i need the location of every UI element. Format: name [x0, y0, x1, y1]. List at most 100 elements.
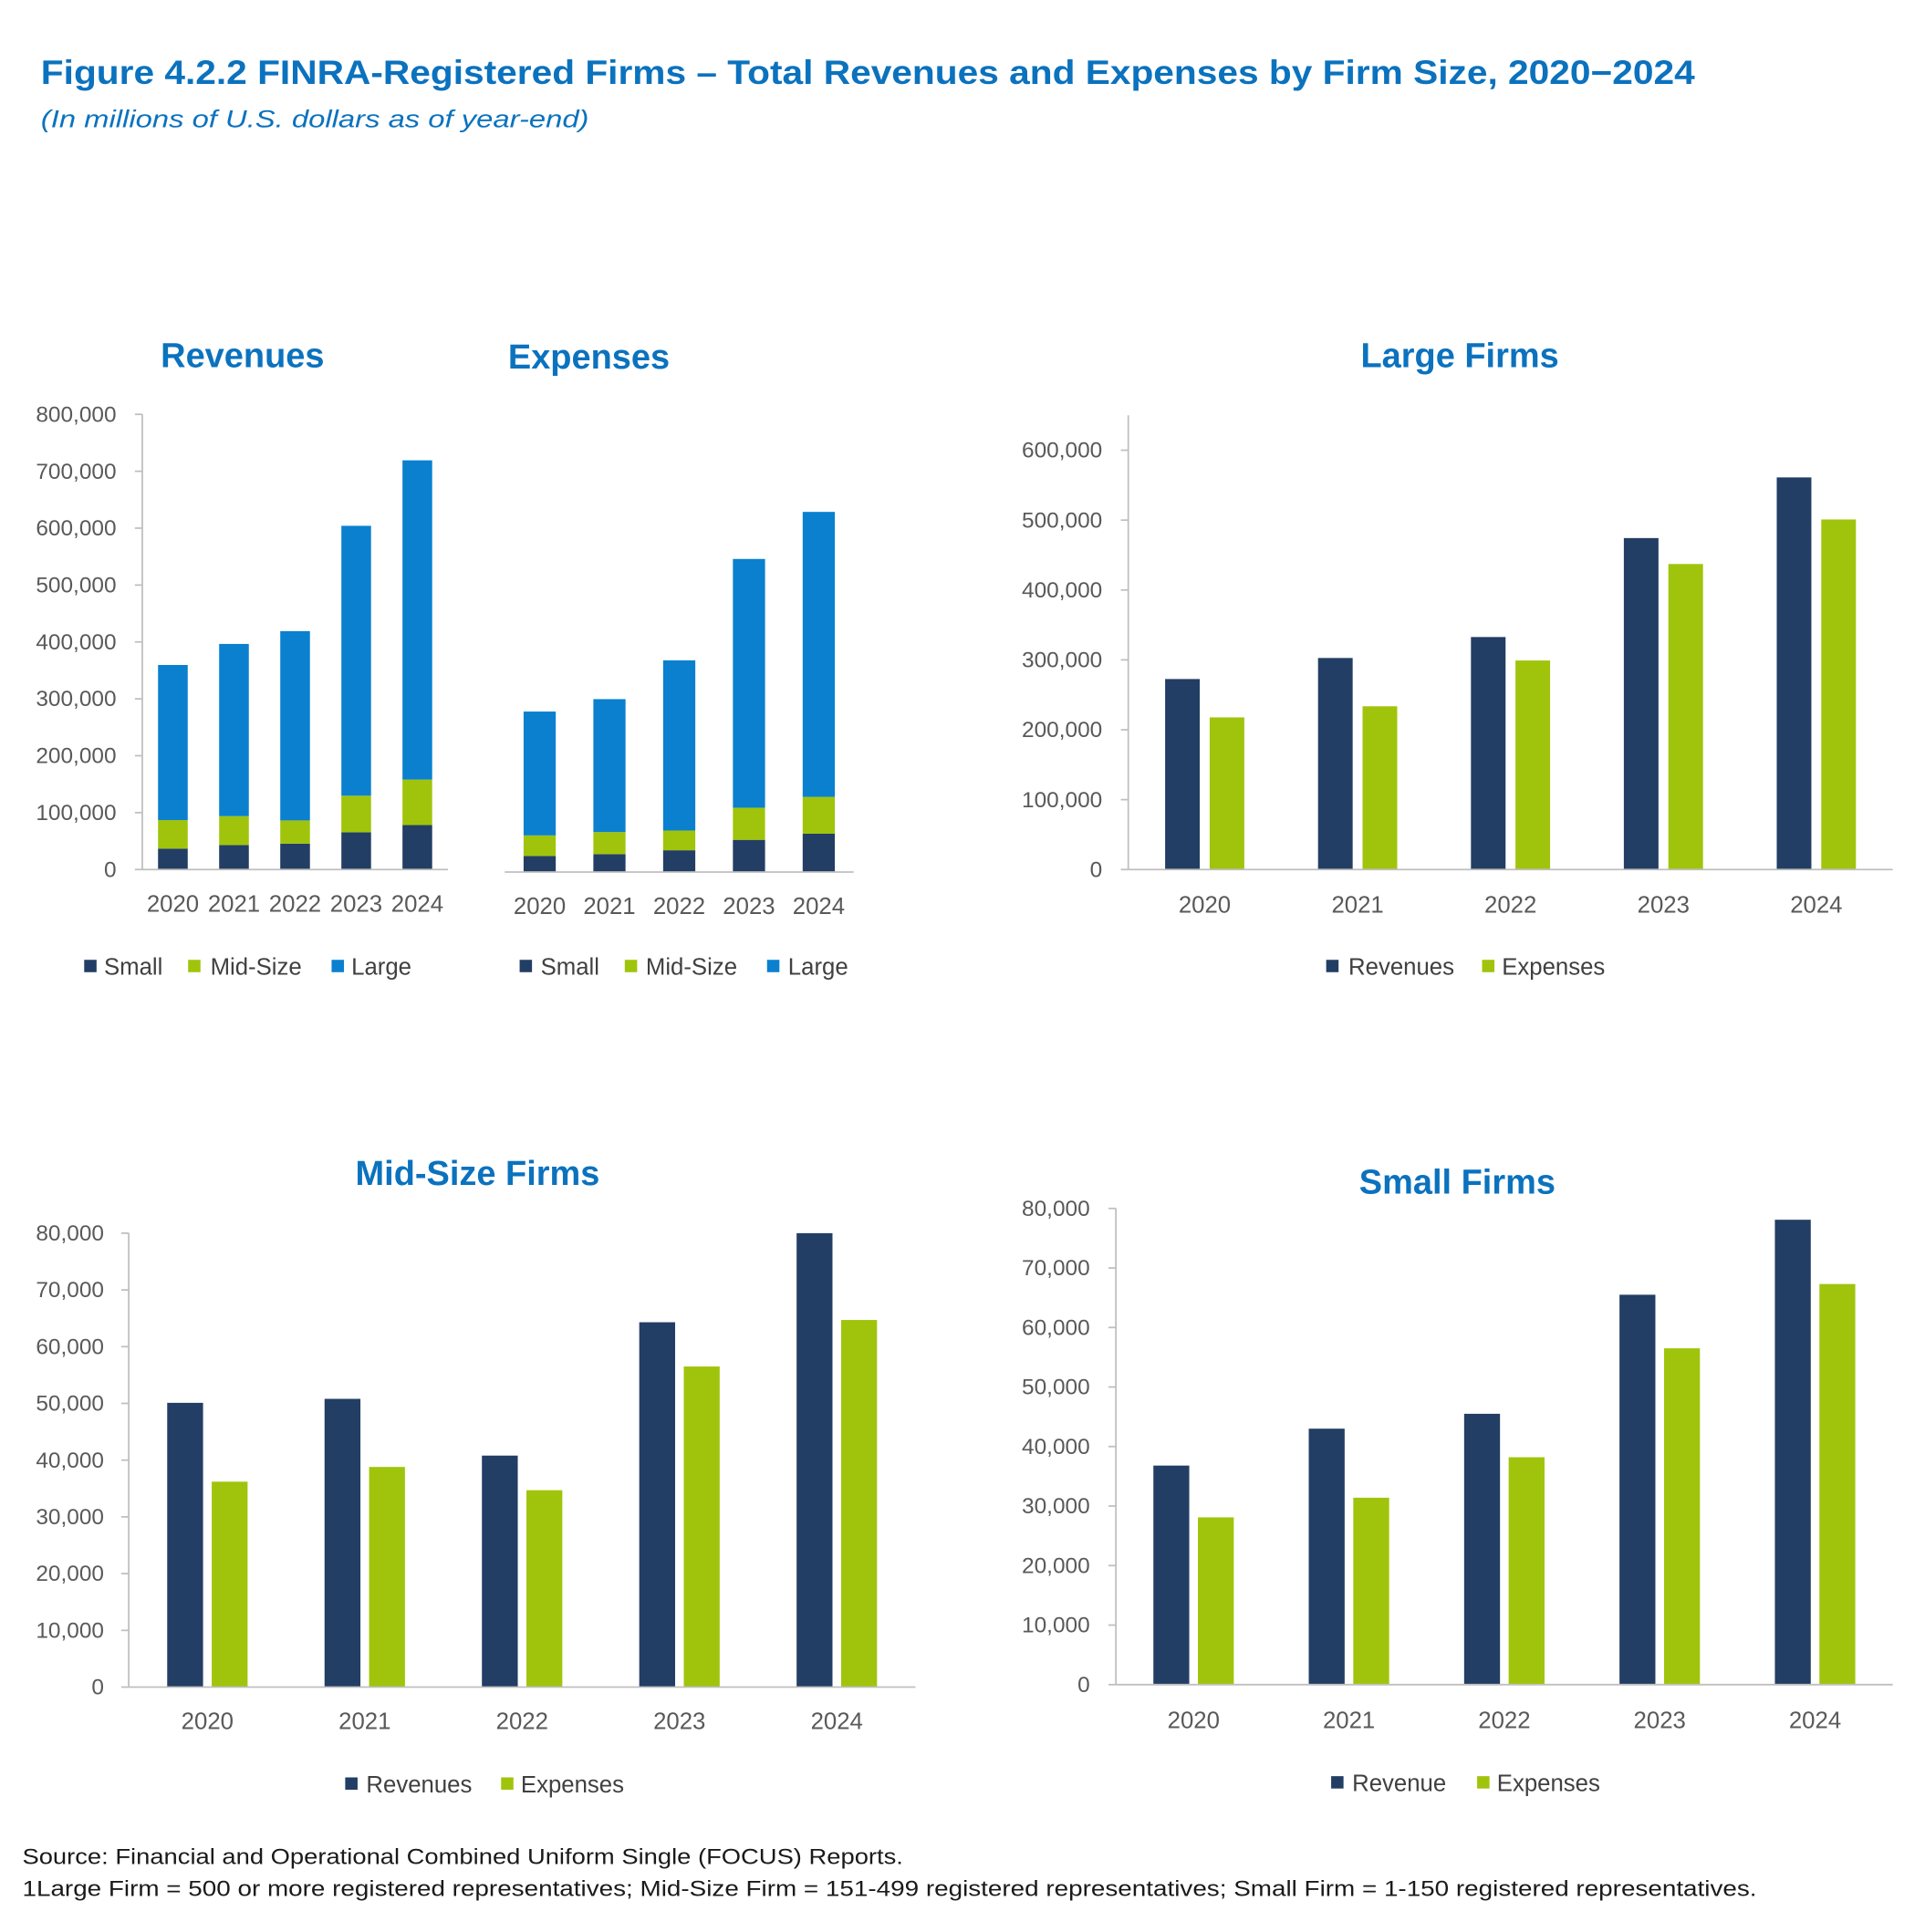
large-firms-y-tick-label: 200,000: [1022, 718, 1102, 743]
bar-small-firms-revenue-2020: [1153, 1465, 1190, 1685]
bar-revenues-mid-size-2021: [219, 815, 249, 846]
bar-large-firms-revenues-2022: [1471, 637, 1506, 870]
large-firms-legend-swatch-expenses: [1482, 960, 1495, 972]
expenses-legend-swatch-small: [519, 960, 533, 972]
bar-revenues-mid-size-2020: [158, 820, 188, 849]
bar-revenues-mid-size-2022: [280, 820, 310, 844]
mid-size-firms-y-tick-label: 0: [91, 1676, 104, 1700]
bar-expenses-large-2022: [662, 660, 696, 831]
mid-size-firms-y-tick-label: 50,000: [36, 1392, 104, 1417]
bar-expenses-large-2020: [523, 712, 557, 836]
bar-mid-size-firms-revenues-2021: [324, 1398, 361, 1688]
small-firms-x-tick-label: 2024: [1789, 1708, 1841, 1733]
revenues-legend-swatch-mid-size: [188, 960, 201, 972]
bar-expenses-large-2024: [802, 512, 836, 797]
large-firms-legend-swatch-revenues: [1326, 960, 1339, 972]
large-firms-chart-title: Large Firms: [1360, 338, 1558, 376]
mid-size-firms-x-tick-label: 2023: [653, 1709, 705, 1735]
bar-expenses-small-2023: [733, 839, 765, 872]
revenues-y-tick-label: 400,000: [36, 630, 116, 655]
bar-mid-size-firms-expenses-2021: [369, 1467, 405, 1688]
large-firms-x-tick-label: 2024: [1790, 893, 1842, 919]
expenses-legend-label-large: Large: [788, 954, 848, 980]
revenues-x-tick-label: 2024: [391, 891, 443, 917]
mid-size-firms-y-tick-label: 70,000: [36, 1278, 104, 1303]
mid-size-firms-y-tick-label: 20,000: [36, 1562, 104, 1586]
expenses-legend-swatch-mid-size: [624, 960, 638, 972]
expenses-chart-title: Expenses: [508, 338, 670, 377]
bar-small-firms-expenses-2022: [1508, 1457, 1545, 1685]
small-firms-y-tick-label: 50,000: [1022, 1376, 1090, 1400]
revenues-x-tick-label: 2023: [330, 891, 382, 917]
revenues-y-tick-label: 300,000: [36, 687, 116, 712]
bar-large-firms-expenses-2021: [1362, 706, 1398, 870]
bar-revenues-large-2023: [341, 525, 371, 796]
bar-revenues-small-2020: [158, 848, 188, 870]
small-firms-x-tick-label: 2021: [1323, 1708, 1375, 1733]
small-firms-y-tick-label: 10,000: [1022, 1614, 1090, 1638]
expenses-x-tick-label: 2024: [793, 894, 845, 919]
bar-small-firms-revenue-2021: [1308, 1428, 1345, 1685]
large-firms-x-tick-label: 2020: [1179, 893, 1231, 919]
large-firms-x-tick-label: 2021: [1331, 893, 1383, 919]
bar-revenues-large-2021: [219, 643, 249, 816]
bar-small-firms-revenue-2024: [1774, 1220, 1811, 1685]
revenues-legend-swatch-large: [331, 960, 345, 972]
mid-size-firms-y-tick-label: 40,000: [36, 1449, 104, 1473]
bar-expenses-small-2022: [662, 850, 696, 872]
bar-expenses-mid-size-2023: [733, 807, 765, 840]
revenues-y-tick-label: 500,000: [36, 574, 116, 598]
bar-expenses-mid-size-2022: [662, 830, 696, 851]
bar-expenses-small-2021: [593, 854, 626, 872]
bar-large-firms-expenses-2020: [1209, 717, 1244, 870]
bar-expenses-small-2020: [523, 856, 557, 872]
mid-size-firms-x-tick-label: 2021: [338, 1709, 390, 1735]
bar-small-firms-expenses-2021: [1353, 1497, 1389, 1685]
mid-size-firms-chart-title: Mid-Size Firms: [356, 1155, 600, 1193]
mid-size-firms-y-tick-label: 30,000: [36, 1505, 104, 1530]
chart-large-firms: Large Firms 0 100,000 200,000 300,000 400,000…: [1022, 338, 1893, 980]
small-firms-y-tick-label: 40,000: [1022, 1435, 1090, 1459]
large-firms-y-tick-label: 0: [1090, 857, 1103, 882]
bar-mid-size-firms-revenues-2023: [639, 1322, 676, 1688]
bar-revenues-mid-size-2024: [402, 779, 432, 826]
bar-revenues-small-2021: [219, 845, 249, 870]
bar-expenses-mid-size-2020: [523, 835, 557, 857]
expenses-x-tick-label: 2022: [653, 894, 705, 919]
large-firms-legend-label-expenses: Expenses: [1502, 954, 1605, 980]
revenues-x-tick-label: 2020: [147, 891, 199, 917]
chart-revenues-stacked: Revenues 0 100,000 200,000 300,000 400,000 500…: [36, 338, 448, 980]
small-firms-y-tick-label: 70,000: [1022, 1256, 1090, 1281]
revenues-y-tick-label: 0: [104, 857, 117, 882]
figure-title: Figure 4.2.2 FINRA-Registered Firms – To…: [41, 54, 1696, 91]
mid-size-firms-legend-swatch-revenues: [345, 1777, 358, 1791]
revenues-legend-label-mid-size: Mid-Size: [211, 954, 302, 980]
bar-mid-size-firms-expenses-2023: [683, 1366, 720, 1688]
bar-large-firms-expenses-2022: [1515, 660, 1551, 870]
bar-revenues-mid-size-2023: [341, 795, 371, 833]
revenues-x-tick-label: 2021: [208, 891, 260, 917]
expenses-legend-label-small: Small: [541, 954, 599, 980]
bar-large-firms-expenses-2023: [1668, 564, 1703, 870]
revenues-legend-label-large: Large: [351, 954, 411, 980]
bar-revenues-small-2022: [280, 843, 310, 870]
mid-size-firms-legend-swatch-expenses: [501, 1777, 514, 1791]
source-note: Source: Financial and Operational Combin…: [22, 1844, 902, 1869]
revenues-y-tick-label: 100,000: [36, 801, 116, 826]
revenues-legend-label-small: Small: [104, 954, 162, 980]
bar-revenues-large-2024: [402, 460, 432, 780]
bar-small-firms-expenses-2023: [1663, 1348, 1701, 1685]
bar-small-firms-revenue-2022: [1463, 1413, 1501, 1685]
large-firms-y-tick-label: 300,000: [1022, 649, 1102, 673]
mid-size-firms-x-tick-label: 2022: [496, 1709, 548, 1735]
small-firms-legend-swatch-revenue: [1331, 1776, 1344, 1789]
bar-small-firms-expenses-2024: [1819, 1283, 1856, 1685]
large-firms-y-tick-label: 100,000: [1022, 788, 1102, 813]
bar-mid-size-firms-expenses-2020: [212, 1481, 248, 1688]
small-firms-legend-label-expenses: Expenses: [1497, 1771, 1600, 1796]
small-firms-x-tick-label: 2020: [1168, 1708, 1220, 1733]
small-firms-legend-label-revenue: Revenue: [1352, 1771, 1446, 1796]
small-firms-chart-title: Small Firms: [1359, 1163, 1556, 1201]
firm-size-definitions-note: 1Large Firm = 500 or more registered rep…: [22, 1877, 1756, 1902]
